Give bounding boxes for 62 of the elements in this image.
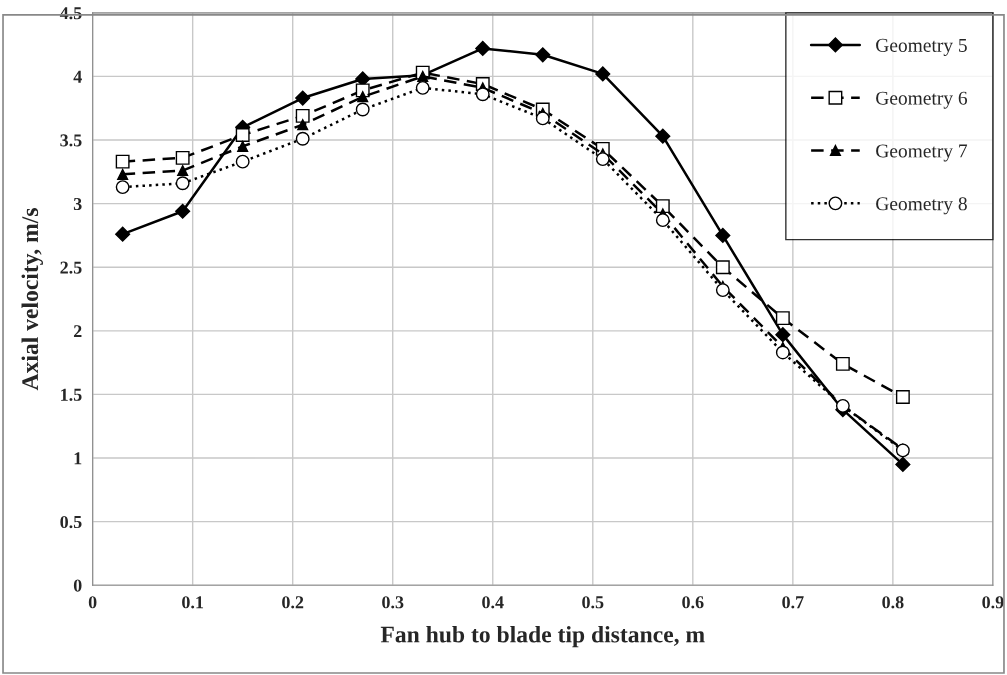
point — [835, 356, 850, 371]
x-tick-label: 0.7 — [782, 596, 804, 609]
point — [117, 168, 129, 180]
x-tick-label: 0.4 — [482, 596, 504, 609]
point — [237, 140, 249, 152]
point — [295, 131, 310, 146]
point — [417, 70, 429, 82]
y-tick-label: 1 — [74, 452, 82, 465]
x-tick-label: 0.8 — [882, 596, 904, 609]
point — [895, 390, 910, 404]
point — [115, 226, 131, 242]
point — [175, 176, 190, 191]
point — [535, 47, 551, 63]
point — [177, 164, 189, 177]
point — [475, 40, 491, 57]
point — [655, 128, 671, 144]
y-tick-label: 2.5 — [60, 261, 82, 274]
point — [235, 127, 250, 142]
point — [775, 345, 790, 360]
y-tick-label: 3 — [73, 197, 82, 211]
point — [115, 180, 130, 195]
x-tick-label: 0.1 — [182, 596, 204, 609]
point — [595, 66, 611, 82]
legend-label: Geometry 7 — [876, 144, 968, 162]
y-tick-label: 3.5 — [60, 134, 82, 147]
point — [357, 91, 369, 103]
point — [715, 227, 731, 243]
legend-label: Geometry 5 — [876, 38, 967, 56]
point — [115, 154, 130, 169]
x-tick-label: 0.6 — [682, 596, 704, 609]
y-tick-label: 0.5 — [60, 515, 82, 529]
point — [715, 283, 730, 298]
x-tick-label: 0.2 — [282, 596, 304, 609]
point — [775, 327, 791, 343]
point — [655, 199, 670, 214]
point — [235, 154, 250, 169]
y-tick-label: 0 — [73, 579, 82, 592]
point — [895, 456, 911, 472]
y-tick-label: 2 — [73, 325, 82, 338]
point — [355, 102, 370, 117]
point — [715, 260, 730, 275]
y-tick-label: 4 — [73, 70, 82, 83]
x-tick-label: 0.5 — [582, 596, 604, 609]
point — [595, 152, 610, 167]
point — [775, 311, 790, 326]
point — [175, 150, 190, 165]
legend-label: Geometry 8 — [876, 197, 967, 215]
point — [295, 90, 311, 106]
point — [175, 203, 191, 219]
point — [475, 87, 490, 102]
x-tick-label: 0 — [88, 596, 97, 609]
point — [535, 111, 550, 126]
y-tick-label: 1.5 — [61, 388, 82, 401]
x-axis-title: Fan hub to blade tip distance, m — [380, 625, 705, 648]
x-tick-label: 0.3 — [382, 596, 404, 609]
x-tick-label: 0.9 — [982, 596, 1004, 609]
point — [295, 108, 310, 123]
point — [655, 213, 670, 228]
legend-label: Geometry 6 — [876, 91, 968, 109]
point — [415, 80, 430, 95]
point — [297, 119, 309, 131]
y-axis-title: Axial velocity, m/s — [21, 208, 43, 391]
